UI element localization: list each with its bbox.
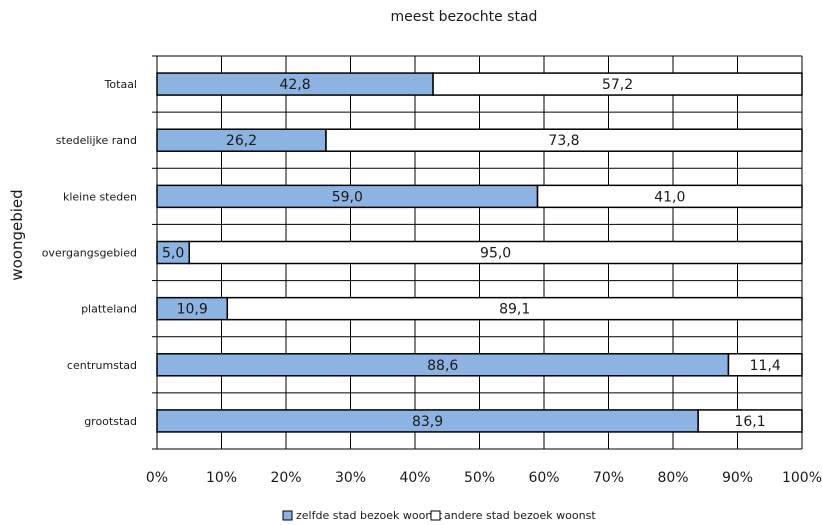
legend-label: andere stad bezoek woonst: [444, 509, 596, 521]
bar-value-label: 42,8: [279, 77, 310, 93]
x-tick-label: 60%: [528, 470, 559, 486]
x-tick-label: 40%: [399, 470, 430, 486]
bar-value-label: 5,0: [162, 246, 184, 262]
legend: zelfde stad bezoek woonst andere stad bez…: [282, 509, 596, 522]
category-label: centrumstad: [67, 359, 137, 372]
bar-value-label: 73,8: [548, 133, 579, 149]
bar-value-label: 89,1: [499, 302, 530, 318]
category-label: grootstad: [84, 415, 137, 428]
y-axis-label: woongebied: [8, 189, 26, 280]
category-label: kleine steden: [63, 190, 137, 203]
bar-value-label: 83,9: [412, 414, 443, 430]
chart-title: meest bezochte stad: [391, 9, 538, 25]
x-tick-label: 90%: [722, 470, 753, 486]
x-tick-label: 70%: [593, 470, 624, 486]
bar-value-label: 16,1: [734, 414, 765, 430]
bar-segment-andere: [226, 296, 803, 321]
bar-value-label: 88,6: [427, 358, 458, 374]
category-labels: Totaal stedelijke rand kleine steden overga…: [42, 78, 137, 428]
x-tick-label: 10%: [206, 470, 237, 486]
bar-value-label: 57,2: [602, 77, 633, 93]
category-label: overgangsgebied: [42, 247, 137, 260]
x-axis-tick-labels: 0% 10% 20% 30% 40% 50% 60% 70% 80% 90% 100%: [146, 470, 822, 486]
bar-segment-andere: [325, 128, 803, 152]
legend-swatch: [430, 510, 441, 521]
bar-value-label: 10,9: [177, 302, 208, 318]
bars: 42,8 57,2 26,2 73,8 59,0 41,0 5,0 95,0 10,9 89,1 8…: [156, 72, 803, 433]
bar-segment-andere: [727, 353, 803, 377]
bar-segment-andere: [697, 409, 803, 433]
category-label: Totaal: [104, 78, 137, 91]
legend-swatch: [282, 510, 293, 521]
x-tick-label: 100%: [782, 470, 822, 486]
bar-segment-andere: [432, 72, 803, 96]
bar-value-label: 26,2: [226, 133, 257, 149]
bar-value-label: 95,0: [480, 246, 511, 262]
bar-value-label: 41,0: [654, 189, 685, 205]
bar-segment-andere: [188, 240, 803, 265]
bar-value-label: 59,0: [332, 189, 363, 205]
grid: [152, 55, 803, 450]
category-label: stedelijke rand: [56, 134, 137, 147]
x-tick-label: 20%: [270, 470, 301, 486]
bar-segment-andere: [536, 184, 803, 209]
x-tick-label: 0%: [146, 470, 168, 486]
legend-label: zelfde stad bezoek woonst: [296, 509, 443, 521]
x-tick-label: 50%: [464, 470, 495, 486]
x-tick-label: 30%: [335, 470, 366, 486]
x-tick-label: 80%: [657, 470, 688, 486]
bar-value-label: 11,4: [750, 358, 781, 374]
category-label: platteland: [81, 303, 137, 316]
